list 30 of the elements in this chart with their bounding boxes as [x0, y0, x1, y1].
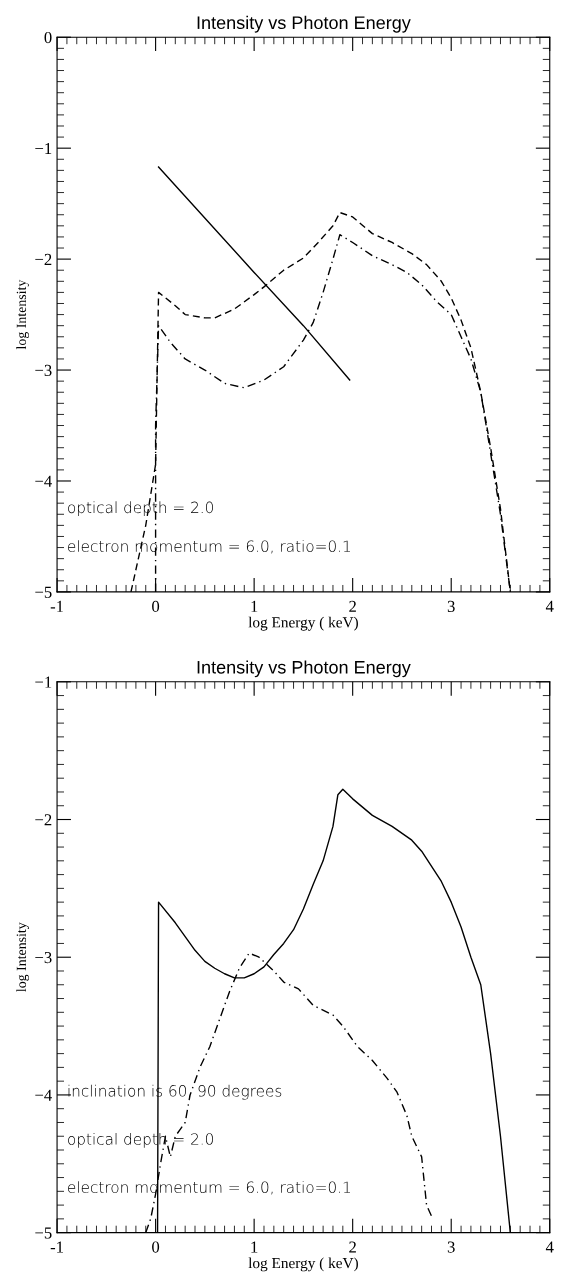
y-tick-label: −5: [35, 1227, 52, 1239]
y-axis-title: log Intensity: [16, 922, 29, 992]
x-tick-label: -1: [50, 1241, 64, 1253]
x-tick-label: 4: [545, 600, 554, 612]
x-tick-label: 2: [349, 1241, 356, 1253]
x-axis-title: log Energy ( keV): [248, 1257, 358, 1272]
y-tick-label: −5: [35, 586, 52, 598]
annotation: optical depth = 2.0: [68, 501, 213, 517]
chart-title: Intensity vs Photon Energy: [197, 660, 411, 678]
y-tick-label: −3: [35, 364, 52, 376]
x-tick-label: -1: [50, 600, 64, 612]
y-tick-label: −4: [35, 475, 52, 487]
x-tick-label: 1: [251, 1241, 258, 1253]
x-tick-label: 3: [447, 600, 455, 612]
y-tick-label: −2: [35, 253, 52, 265]
x-tick-label: 1: [251, 600, 258, 612]
y-axis-title: log Intensity: [16, 279, 29, 350]
x-tick-label: 3: [447, 1241, 455, 1253]
chart-title: Intensity vs Photon Energy: [197, 15, 411, 33]
x-axis-title: log Energy ( keV): [248, 616, 358, 631]
x-tick-label: 0: [152, 1241, 160, 1253]
y-tick-label: −1: [35, 676, 52, 688]
x-tick-label: 2: [349, 600, 356, 612]
y-tick-label: −3: [35, 951, 52, 964]
x-tick-label: 4: [545, 1241, 554, 1253]
y-tick-label: 0: [44, 31, 52, 44]
y-tick-label: −1: [35, 142, 52, 154]
x-tick-label: 0: [152, 600, 160, 612]
y-tick-label: −4: [35, 1089, 52, 1101]
y-tick-label: −2: [35, 814, 52, 826]
